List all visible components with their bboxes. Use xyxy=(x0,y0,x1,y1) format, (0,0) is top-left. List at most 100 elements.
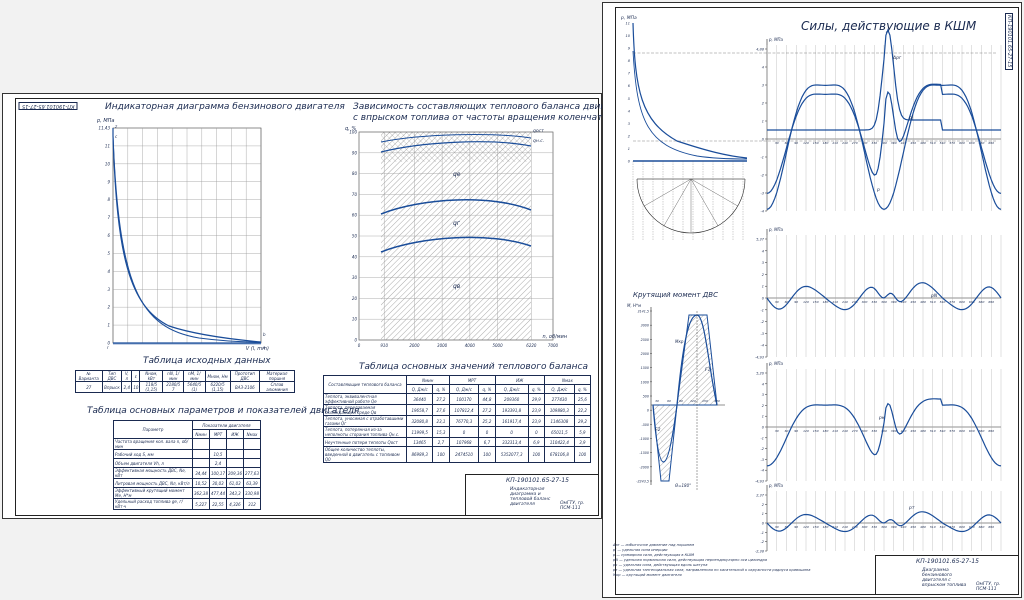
input-value-cell: 27 xyxy=(75,381,103,393)
point-c: c xyxy=(115,134,118,139)
input-value-cell: 10 xyxy=(131,381,141,393)
torque-x-tick: 30 xyxy=(655,399,659,403)
params-subheader-cell: Nмах xyxy=(243,429,261,439)
angle-tick: 690 xyxy=(988,300,994,304)
params-cell xyxy=(226,458,244,468)
left-stamp-name: Индикаторная диаграмма и тепловой баланс… xyxy=(510,487,551,507)
balance-values-table: Составляющие теплового баланса Nмин МРТ ИЖ N… xyxy=(323,375,592,463)
input-value-cell: 6220/5 (1,15) xyxy=(204,381,231,393)
params-cell: Литровая мощность ДВС, Nл, кВт/л xyxy=(113,478,193,488)
angle-tick: 270 xyxy=(852,141,858,145)
torque-y-label: M, Н*м xyxy=(627,303,641,308)
balance-cell: 2,7 xyxy=(432,437,450,447)
label-qv: qв xyxy=(453,283,461,290)
angle-tick: 540 xyxy=(940,300,946,304)
force-y-tick: 1 xyxy=(762,415,764,419)
torque-label-theta: Θ=180° xyxy=(675,483,691,488)
params-cell: Частота вращения кол. вала n, об/мин xyxy=(113,438,193,450)
balance-cell: 19658,7 xyxy=(405,404,434,416)
force-y-tick: -3 xyxy=(761,332,765,336)
torque-y-tick: 1500 xyxy=(641,366,649,370)
legend-item: pк — удельная сила, действующая вдоль ша… xyxy=(613,563,708,567)
params-cell: 22,55 xyxy=(209,498,227,510)
angle-tick: 60 xyxy=(785,141,789,145)
balance-subheader-cell: q, % xyxy=(573,384,592,394)
torque-negative-area xyxy=(652,404,678,482)
balance-cell: 0 xyxy=(494,426,529,438)
force-y-tick: 0 xyxy=(762,138,765,142)
balance-x-tick: 4000 xyxy=(465,343,476,348)
angle-tick: 480 xyxy=(920,141,926,145)
indicator-y-tick: 10 xyxy=(105,161,111,166)
angle-tick: 630 xyxy=(969,141,975,145)
params-cell: 330,98 xyxy=(243,487,261,499)
angle-tick: 240 xyxy=(842,141,848,145)
force-y-tick: -4,93 xyxy=(755,480,764,484)
balance-cell: Теплота, передаваемая охлаждающей среде … xyxy=(323,404,407,416)
input-value-cell: Сплав алюминия xyxy=(259,381,295,393)
angle-tick: 570 xyxy=(949,300,955,304)
balance-cell: 5352077,3 xyxy=(494,446,529,463)
balance-cell: Неучтенные потери теплоты Qост xyxy=(323,437,407,447)
balance-cell: 29,2 xyxy=(573,415,592,427)
label-qg: qг xyxy=(453,220,461,227)
force-y-tick: -2,38 xyxy=(755,550,765,554)
angle-tick: 30 xyxy=(775,300,779,304)
angle-tick: 180 xyxy=(823,525,829,529)
balance-cell: 107968 xyxy=(448,437,480,447)
force-y-tick: 2,37 xyxy=(756,494,765,498)
mini-y-tick: 7 xyxy=(628,72,631,76)
balance-cell: 0 xyxy=(448,426,480,438)
angle-tick: 480 xyxy=(920,525,926,529)
angle-tick: 30 xyxy=(775,429,779,433)
balance-y-tick: 10 xyxy=(352,317,358,322)
angle-tick: 390 xyxy=(891,525,897,529)
input-value-cell: Впрыск xyxy=(101,381,123,393)
balance-y-tick: 40 xyxy=(352,254,358,259)
balance-subheader-cell: q, % xyxy=(527,384,545,394)
balance-cell: 76770,3 xyxy=(448,415,480,427)
angle-tick: 630 xyxy=(969,429,975,433)
balance-cell: 100 xyxy=(573,446,592,463)
angle-tick: 330 xyxy=(871,429,877,433)
params-cell: 362,38 xyxy=(192,487,210,499)
torque-x-tick: 90 xyxy=(679,399,683,403)
balance-cell: 25,2 xyxy=(478,415,496,427)
force-y-tick: -4 xyxy=(761,344,765,348)
balance-cell: Общее количество теплоты, введенной в дв… xyxy=(323,446,407,463)
angle-tick: 600 xyxy=(959,429,965,433)
balance-cell: Теплота, эквивалентная эффективной работ… xyxy=(323,393,407,405)
angle-tick: 450 xyxy=(910,525,916,529)
angle-tick: 540 xyxy=(940,525,946,529)
torque-y-tick: 3141,5 xyxy=(637,310,649,314)
balance-y-tick: 70 xyxy=(352,192,358,197)
angle-tick: 150 xyxy=(813,141,819,145)
torque-y-tick: -500 xyxy=(642,423,649,427)
force-y-tick: 4 xyxy=(762,382,764,386)
balance-cell: 3,9 xyxy=(573,437,592,447)
mini-y-tick: 8 xyxy=(628,59,631,63)
angle-tick: 180 xyxy=(823,141,829,145)
input-data-table: № Варианта Тип ДВС V, л ε Nном, kВт nN, 1/мин… xyxy=(75,370,295,393)
balance-x-tick: 0 xyxy=(358,343,361,348)
angle-tick: 660 xyxy=(979,429,985,433)
angle-tick: 510 xyxy=(930,141,936,145)
angle-tick: 90 xyxy=(794,141,798,145)
mini-y-tick: 0 xyxy=(628,160,631,164)
balance-cell: 27,2 xyxy=(478,404,496,416)
params-header-cell: Показатели двигателя xyxy=(192,420,261,430)
label-pn: pN xyxy=(930,293,938,299)
params-cell: Объем двигателя Vh, л xyxy=(113,458,193,468)
angle-tick: 90 xyxy=(794,525,798,529)
indicator-y-tick: 0 xyxy=(107,341,110,346)
force-y-tick: 0 xyxy=(762,426,765,430)
balance-cell: 2474510 xyxy=(448,446,480,463)
point-a: a xyxy=(263,345,266,350)
torque-y-tick: 2500 xyxy=(641,338,649,342)
angle-tick: 570 xyxy=(949,525,955,529)
right-drawing-sheet: КП-190101.65-27-15 Силы, действующие в К… xyxy=(602,2,1022,598)
params-cell: 10,52 xyxy=(192,478,210,488)
force-y-tick: -3 xyxy=(761,192,765,196)
input-header-cell: Прототип ДВС xyxy=(229,370,261,382)
